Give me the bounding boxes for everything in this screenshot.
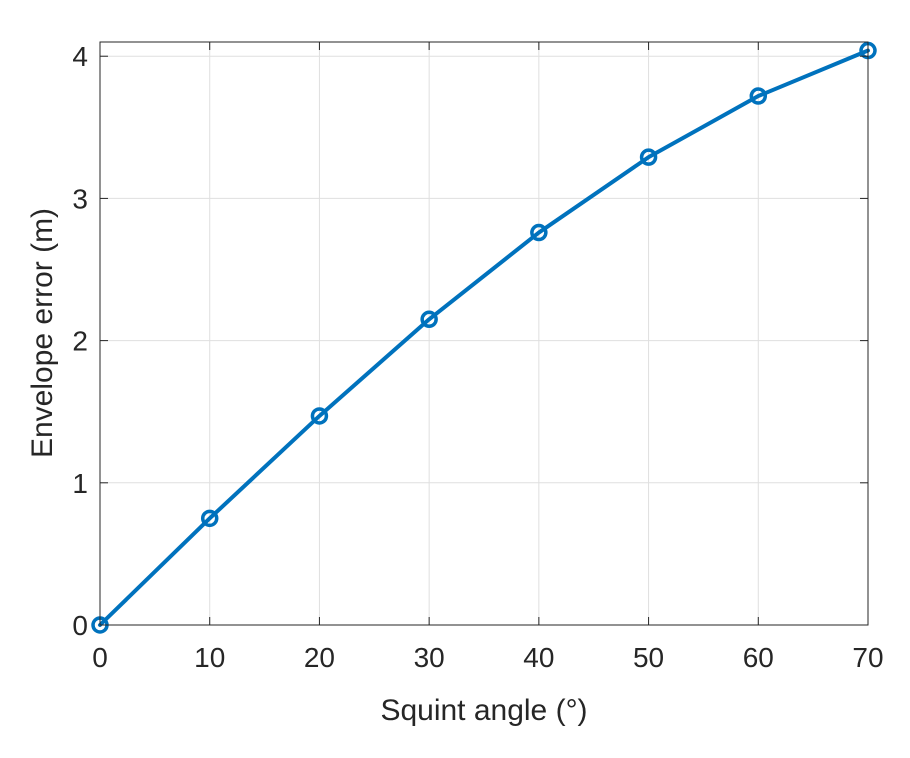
x-tick-label: 0: [92, 642, 108, 673]
x-tick-label: 20: [304, 642, 335, 673]
y-tick-label: 2: [72, 326, 88, 357]
data-point-marker: [420, 310, 438, 329]
x-tick-label: 70: [852, 642, 883, 673]
series-line: [98, 48, 870, 627]
x-tick-label: 50: [633, 642, 664, 673]
data-point-marker: [749, 87, 768, 105]
y-axis-label: Envelope error (m): [26, 208, 59, 458]
data-point-marker: [310, 407, 329, 425]
x-axis-label: Squint angle (°): [380, 694, 587, 727]
x-axis-ticks: 0 10 20 30 40 50 60 70: [92, 42, 884, 673]
y-tick-label: 4: [72, 41, 88, 72]
grid: [99, 42, 869, 626]
x-tick-label: 60: [743, 642, 774, 673]
data-point-marker: [530, 223, 548, 242]
x-tick-label: 40: [523, 642, 554, 673]
x-tick-label: 10: [194, 642, 225, 673]
y-tick-label: 3: [72, 183, 88, 214]
y-axis-ticks: 0 1 2 3 4: [72, 41, 868, 641]
y-tick-label: 0: [72, 610, 88, 641]
data-point-marker: [639, 148, 658, 166]
data-point-marker: [200, 509, 219, 528]
plot-area-background: [100, 42, 868, 625]
plot-box: [99, 41, 869, 626]
x-tick-label: 30: [414, 642, 445, 673]
y-tick-label: 1: [72, 468, 88, 499]
